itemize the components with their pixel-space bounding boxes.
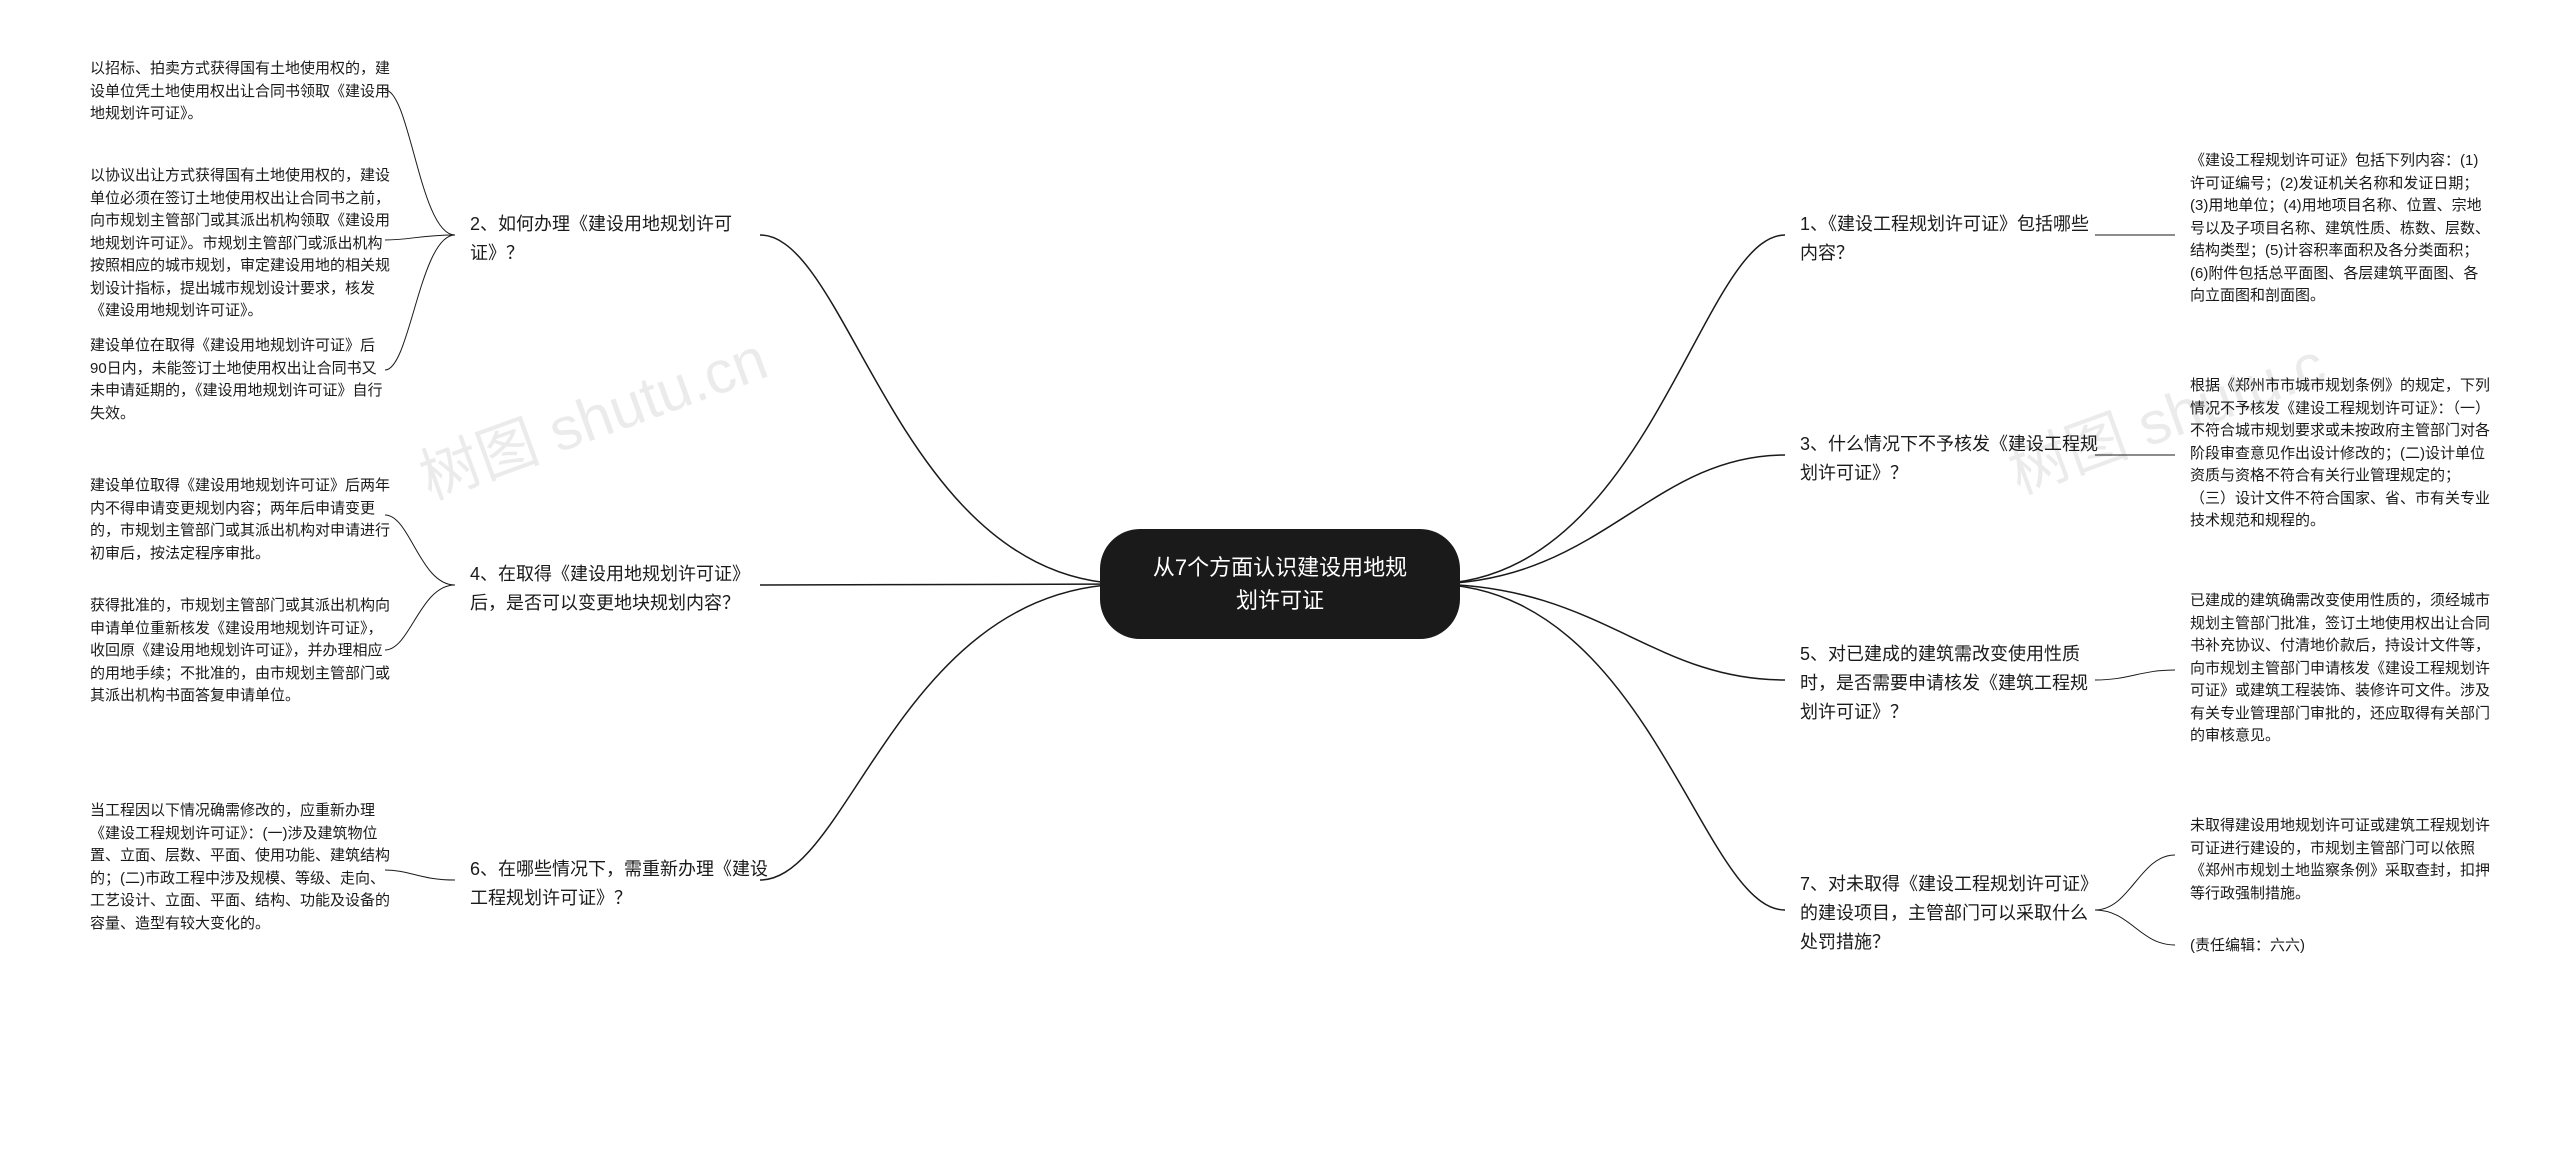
leaf-r2-0: 根据《郑州市市城市规划条例》的规定，下列情况不予核发《建设工程规划许可证》：（一… — [2190, 375, 2490, 533]
branch-right-4: 7、对未取得《建设工程规划许可证》的建设项目，主管部门可以采取什么处罚措施？ — [1800, 870, 2100, 956]
leaf-r1-0: 《建设工程规划许可证》包括下列内容：(1)许可证编号；(2)发证机关名称和发证日… — [2190, 150, 2490, 308]
branch-right-2: 3、什么情况下不予核发《建设工程规划许可证》？ — [1800, 430, 2100, 488]
branch-right-1: 1、《建设工程规划许可证》包括哪些内容？ — [1800, 210, 2100, 268]
branch-right-3: 5、对已建成的建筑需改变使用性质时，是否需要申请核发《建筑工程规划许可证》？ — [1800, 640, 2100, 726]
leaf-l1-0: 以招标、拍卖方式获得国有土地使用权的，建设单位凭土地使用权出让合同书领取《建设用… — [90, 58, 390, 126]
leaf-r4-0: 未取得建设用地规划许可证或建筑工程规划许可证进行建设的，市规划主管部门可以依照《… — [2190, 815, 2490, 905]
leaf-l1-2: 建设单位在取得《建设用地规划许可证》后90日内，未能签订土地使用权出让合同书又未… — [90, 335, 390, 425]
leaf-r3-0: 已建成的建筑确需改变使用性质的，须经城市规划主管部门批准，签订土地使用权出让合同… — [2190, 590, 2490, 748]
leaf-l1-1: 以协议出让方式获得国有土地使用权的，建设单位必须在签订土地使用权出让合同书之前，… — [90, 165, 390, 323]
leaf-l2-1: 获得批准的，市规划主管部门或其派出机构向申请单位重新核发《建设用地规划许可证》，… — [90, 595, 390, 708]
leaf-l3-0: 当工程因以下情况确需修改的，应重新办理《建设工程规划许可证》：(一)涉及建筑物位… — [90, 800, 390, 935]
branch-left-2: 4、在取得《建设用地规划许可证》后，是否可以变更地块规划内容？ — [470, 560, 770, 618]
leaf-r4-1: (责任编辑：六六) — [2190, 935, 2305, 958]
branch-left-3: 6、在哪些情况下，需重新办理《建设工程规划许可证》？ — [470, 855, 770, 913]
leaf-l2-0: 建设单位取得《建设用地规划许可证》后两年内不得申请变更规划内容；两年后申请变更的… — [90, 475, 390, 565]
center-topic: 从7个方面认识建设用地规划许可证 — [1100, 529, 1460, 639]
branch-left-1: 2、如何办理《建设用地规划许可证》？ — [470, 210, 770, 268]
